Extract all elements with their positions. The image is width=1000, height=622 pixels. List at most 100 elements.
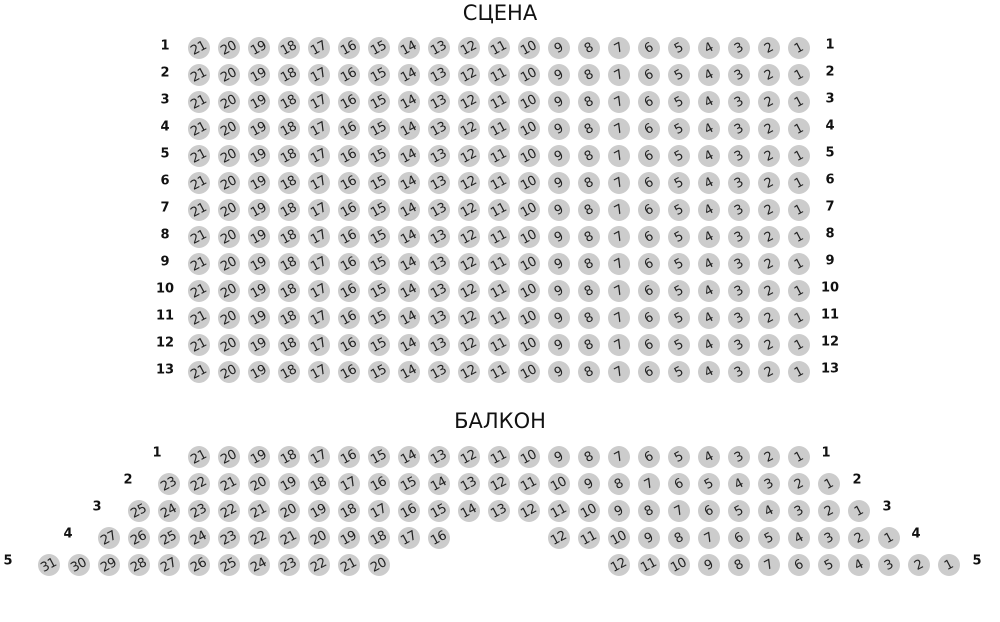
balcony-seat-row3-1[interactable]: 1 xyxy=(848,500,870,522)
balcony-seat-row4-23[interactable]: 23 xyxy=(218,527,240,549)
parterre-seat-row10-17[interactable]: 17 xyxy=(308,280,330,302)
parterre-seat-row9-15[interactable]: 15 xyxy=(368,253,390,275)
parterre-seat-row11-11[interactable]: 11 xyxy=(488,307,510,329)
parterre-seat-row11-17[interactable]: 17 xyxy=(308,307,330,329)
balcony-seat-row1-13[interactable]: 13 xyxy=(428,446,450,468)
balcony-seat-row1-17[interactable]: 17 xyxy=(308,446,330,468)
parterre-seat-row9-20[interactable]: 20 xyxy=(218,253,240,275)
parterre-seat-row10-16[interactable]: 16 xyxy=(338,280,360,302)
parterre-seat-row5-7[interactable]: 7 xyxy=(608,145,630,167)
parterre-seat-row10-13[interactable]: 13 xyxy=(428,280,450,302)
parterre-seat-row6-16[interactable]: 16 xyxy=(338,172,360,194)
parterre-seat-row1-18[interactable]: 18 xyxy=(278,37,300,59)
parterre-seat-row7-16[interactable]: 16 xyxy=(338,199,360,221)
balcony-seat-row1-2[interactable]: 2 xyxy=(758,446,780,468)
balcony-seat-row3-21[interactable]: 21 xyxy=(248,500,270,522)
balcony-seat-row1-1[interactable]: 1 xyxy=(788,446,810,468)
balcony-seat-row1-5[interactable]: 5 xyxy=(668,446,690,468)
balcony-seat-row4-24[interactable]: 24 xyxy=(188,527,210,549)
parterre-seat-row9-18[interactable]: 18 xyxy=(278,253,300,275)
parterre-seat-row7-14[interactable]: 14 xyxy=(398,199,420,221)
parterre-seat-row4-4[interactable]: 4 xyxy=(698,118,720,140)
parterre-seat-row5-6[interactable]: 6 xyxy=(638,145,660,167)
parterre-seat-row4-10[interactable]: 10 xyxy=(518,118,540,140)
parterre-seat-row8-5[interactable]: 5 xyxy=(668,226,690,248)
balcony-seat-row5-8[interactable]: 8 xyxy=(728,554,750,576)
parterre-seat-row2-20[interactable]: 20 xyxy=(218,64,240,86)
balcony-seat-row5-10[interactable]: 10 xyxy=(668,554,690,576)
parterre-seat-row1-7[interactable]: 7 xyxy=(608,37,630,59)
balcony-seat-row2-17[interactable]: 17 xyxy=(338,473,360,495)
parterre-seat-row2-8[interactable]: 8 xyxy=(578,64,600,86)
parterre-seat-row10-6[interactable]: 6 xyxy=(638,280,660,302)
parterre-seat-row7-3[interactable]: 3 xyxy=(728,199,750,221)
parterre-seat-row8-3[interactable]: 3 xyxy=(728,226,750,248)
balcony-seat-row2-13[interactable]: 13 xyxy=(458,473,480,495)
parterre-seat-row3-16[interactable]: 16 xyxy=(338,91,360,113)
parterre-seat-row10-5[interactable]: 5 xyxy=(668,280,690,302)
parterre-seat-row3-9[interactable]: 9 xyxy=(548,91,570,113)
parterre-seat-row2-1[interactable]: 1 xyxy=(788,64,810,86)
parterre-seat-row8-17[interactable]: 17 xyxy=(308,226,330,248)
balcony-seat-row3-14[interactable]: 14 xyxy=(458,500,480,522)
balcony-seat-row5-9[interactable]: 9 xyxy=(698,554,720,576)
parterre-seat-row1-15[interactable]: 15 xyxy=(368,37,390,59)
parterre-seat-row4-7[interactable]: 7 xyxy=(608,118,630,140)
parterre-seat-row1-12[interactable]: 12 xyxy=(458,37,480,59)
parterre-seat-row7-1[interactable]: 1 xyxy=(788,199,810,221)
parterre-seat-row13-7[interactable]: 7 xyxy=(608,361,630,383)
balcony-seat-row5-7[interactable]: 7 xyxy=(758,554,780,576)
parterre-seat-row12-20[interactable]: 20 xyxy=(218,334,240,356)
parterre-seat-row1-8[interactable]: 8 xyxy=(578,37,600,59)
parterre-seat-row6-20[interactable]: 20 xyxy=(218,172,240,194)
balcony-seat-row4-2[interactable]: 2 xyxy=(848,527,870,549)
parterre-seat-row6-7[interactable]: 7 xyxy=(608,172,630,194)
parterre-seat-row11-9[interactable]: 9 xyxy=(548,307,570,329)
balcony-seat-row1-3[interactable]: 3 xyxy=(728,446,750,468)
parterre-seat-row1-11[interactable]: 11 xyxy=(488,37,510,59)
parterre-seat-row12-2[interactable]: 2 xyxy=(758,334,780,356)
parterre-seat-row1-21[interactable]: 21 xyxy=(188,37,210,59)
balcony-seat-row1-8[interactable]: 8 xyxy=(578,446,600,468)
balcony-seat-row1-14[interactable]: 14 xyxy=(398,446,420,468)
parterre-seat-row7-8[interactable]: 8 xyxy=(578,199,600,221)
parterre-seat-row5-2[interactable]: 2 xyxy=(758,145,780,167)
parterre-seat-row12-1[interactable]: 1 xyxy=(788,334,810,356)
balcony-seat-row2-18[interactable]: 18 xyxy=(308,473,330,495)
parterre-seat-row1-14[interactable]: 14 xyxy=(398,37,420,59)
balcony-seat-row3-5[interactable]: 5 xyxy=(728,500,750,522)
parterre-seat-row5-9[interactable]: 9 xyxy=(548,145,570,167)
parterre-seat-row10-7[interactable]: 7 xyxy=(608,280,630,302)
balcony-seat-row4-12[interactable]: 12 xyxy=(548,527,570,549)
parterre-seat-row6-14[interactable]: 14 xyxy=(398,172,420,194)
parterre-seat-row9-11[interactable]: 11 xyxy=(488,253,510,275)
parterre-seat-row7-21[interactable]: 21 xyxy=(188,199,210,221)
parterre-seat-row6-9[interactable]: 9 xyxy=(548,172,570,194)
parterre-seat-row9-1[interactable]: 1 xyxy=(788,253,810,275)
parterre-seat-row4-21[interactable]: 21 xyxy=(188,118,210,140)
balcony-seat-row3-7[interactable]: 7 xyxy=(668,500,690,522)
parterre-seat-row10-19[interactable]: 19 xyxy=(248,280,270,302)
parterre-seat-row10-1[interactable]: 1 xyxy=(788,280,810,302)
parterre-seat-row9-19[interactable]: 19 xyxy=(248,253,270,275)
parterre-seat-row1-5[interactable]: 5 xyxy=(668,37,690,59)
parterre-seat-row4-5[interactable]: 5 xyxy=(668,118,690,140)
parterre-seat-row10-2[interactable]: 2 xyxy=(758,280,780,302)
parterre-seat-row4-15[interactable]: 15 xyxy=(368,118,390,140)
parterre-seat-row12-7[interactable]: 7 xyxy=(608,334,630,356)
parterre-seat-row5-4[interactable]: 4 xyxy=(698,145,720,167)
parterre-seat-row7-20[interactable]: 20 xyxy=(218,199,240,221)
parterre-seat-row6-12[interactable]: 12 xyxy=(458,172,480,194)
balcony-seat-row5-31[interactable]: 31 xyxy=(38,554,60,576)
balcony-seat-row2-20[interactable]: 20 xyxy=(248,473,270,495)
parterre-seat-row2-13[interactable]: 13 xyxy=(428,64,450,86)
parterre-seat-row8-16[interactable]: 16 xyxy=(338,226,360,248)
balcony-seat-row2-19[interactable]: 19 xyxy=(278,473,300,495)
balcony-seat-row3-9[interactable]: 9 xyxy=(608,500,630,522)
parterre-seat-row8-19[interactable]: 19 xyxy=(248,226,270,248)
parterre-seat-row11-13[interactable]: 13 xyxy=(428,307,450,329)
parterre-seat-row6-3[interactable]: 3 xyxy=(728,172,750,194)
parterre-seat-row11-10[interactable]: 10 xyxy=(518,307,540,329)
parterre-seat-row3-2[interactable]: 2 xyxy=(758,91,780,113)
parterre-seat-row6-15[interactable]: 15 xyxy=(368,172,390,194)
